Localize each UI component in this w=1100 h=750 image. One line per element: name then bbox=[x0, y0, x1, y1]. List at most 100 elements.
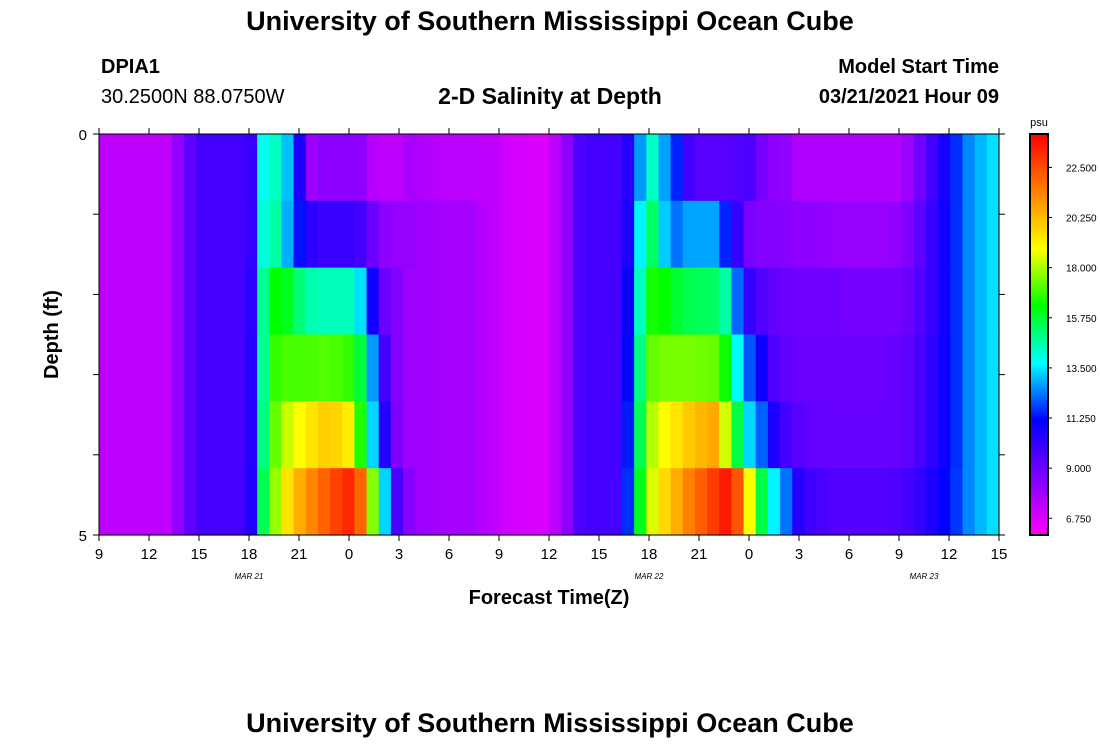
heatmap-cell bbox=[208, 134, 222, 202]
heatmap-cell bbox=[378, 334, 392, 402]
heatmap-cell bbox=[536, 468, 550, 536]
heatmap-cell bbox=[257, 468, 270, 536]
heatmap-cell bbox=[232, 134, 246, 202]
heatmap-cell bbox=[159, 468, 173, 536]
heatmap-cell bbox=[111, 468, 124, 536]
heatmap-cell bbox=[281, 401, 295, 469]
heatmap-cell bbox=[330, 401, 343, 469]
header-title-bottom: University of Southern Mississippi Ocean… bbox=[246, 708, 854, 738]
heatmap-cell bbox=[378, 134, 392, 202]
heatmap-cell bbox=[780, 334, 793, 402]
heatmap-cell bbox=[354, 134, 368, 202]
heatmap-cell bbox=[342, 401, 355, 469]
heatmap-cell bbox=[986, 334, 1000, 402]
heatmap-cell bbox=[780, 401, 793, 469]
heatmap-cell bbox=[196, 401, 210, 469]
heatmap-cell bbox=[293, 401, 307, 469]
heatmap-cell bbox=[865, 468, 878, 536]
heatmap-cell bbox=[488, 334, 501, 402]
heatmap-cell bbox=[974, 200, 988, 269]
heatmap-cell bbox=[427, 401, 441, 469]
colorbar-tick-label: 20.250 bbox=[1066, 214, 1097, 225]
heatmap-cell bbox=[792, 468, 805, 536]
heatmap-cell bbox=[853, 401, 866, 469]
heatmap-cell bbox=[609, 267, 623, 336]
heatmap-cell bbox=[865, 267, 878, 336]
heatmap-cell bbox=[208, 468, 222, 536]
heatmap-cell bbox=[524, 134, 538, 202]
heatmap-cell bbox=[962, 401, 976, 469]
x-tick-label: 18 bbox=[241, 546, 258, 563]
heatmap-cell bbox=[500, 334, 514, 402]
heatmap-cell bbox=[877, 200, 891, 269]
heatmap-cell bbox=[877, 468, 891, 536]
heatmap-cell bbox=[281, 134, 295, 202]
heatmap-cell bbox=[670, 134, 684, 202]
heatmap-cell bbox=[877, 134, 891, 202]
heatmap-cell bbox=[390, 267, 404, 336]
heatmap-cell bbox=[986, 200, 1000, 269]
heatmap-cell bbox=[244, 401, 258, 469]
heatmap-cell bbox=[366, 401, 380, 469]
heatmap-cell bbox=[403, 200, 416, 269]
heatmap-cell bbox=[536, 200, 550, 269]
heatmap-cell bbox=[646, 200, 660, 269]
heatmap-cell bbox=[99, 200, 112, 269]
heatmap-cell bbox=[913, 334, 927, 402]
x-tick-label: 6 bbox=[445, 546, 453, 563]
heatmap-cell bbox=[293, 468, 307, 536]
heatmap-cell bbox=[694, 267, 708, 336]
colorbar-tick-label: 6.750 bbox=[1066, 514, 1091, 525]
heatmap-cell bbox=[415, 401, 428, 469]
heatmap-cell bbox=[889, 468, 903, 536]
date-label: MAR 21 bbox=[235, 572, 264, 581]
heatmap-cell bbox=[512, 334, 526, 402]
heatmap-cell bbox=[962, 267, 976, 336]
heatmap-cell bbox=[111, 200, 124, 269]
heatmap-cell bbox=[913, 134, 927, 202]
heatmap-cell bbox=[488, 468, 501, 536]
x-tick-label: 21 bbox=[691, 546, 708, 563]
heatmap-cell bbox=[926, 334, 939, 402]
heatmap-cell bbox=[451, 200, 465, 269]
heatmap-cell bbox=[950, 468, 964, 536]
heatmap-cell bbox=[913, 401, 927, 469]
heatmap-cell bbox=[755, 267, 769, 336]
heatmap-cell bbox=[220, 134, 234, 202]
x-tick-label: 0 bbox=[745, 546, 753, 563]
heatmap-cell bbox=[938, 401, 951, 469]
heatmap-cell bbox=[549, 468, 562, 536]
heatmap-cell bbox=[366, 134, 380, 202]
heatmap-cell bbox=[865, 200, 878, 269]
heatmap-cell bbox=[658, 267, 672, 336]
heatmap-cell bbox=[439, 200, 453, 269]
heatmap-cell bbox=[269, 334, 283, 402]
heatmap-cell bbox=[670, 334, 684, 402]
heatmap-cell bbox=[767, 468, 781, 536]
heatmap-cell bbox=[463, 334, 477, 402]
heatmap-cell bbox=[804, 200, 818, 269]
x-tick-label: 15 bbox=[991, 546, 1008, 563]
heatmap-cell bbox=[743, 267, 757, 336]
heatmap-cell bbox=[767, 334, 781, 402]
heatmap-cell bbox=[719, 134, 733, 202]
x-tick-label: 9 bbox=[895, 546, 903, 563]
heatmap-cell bbox=[694, 200, 708, 269]
heatmap-cell bbox=[780, 267, 793, 336]
heatmap-cell bbox=[488, 401, 501, 469]
heatmap-cell bbox=[731, 267, 745, 336]
heatmap-cell bbox=[658, 134, 672, 202]
heatmap-cell bbox=[244, 200, 258, 269]
heatmap-cell bbox=[378, 468, 392, 536]
heatmap-cell bbox=[634, 200, 647, 269]
heatmap-cell bbox=[792, 200, 805, 269]
heatmap-cell bbox=[281, 334, 295, 402]
heatmap-cell bbox=[549, 200, 562, 269]
heatmap-cell bbox=[232, 334, 246, 402]
x-tick-label: 3 bbox=[795, 546, 803, 563]
heatmap-cell bbox=[585, 401, 599, 469]
heatmap-cell bbox=[561, 401, 574, 469]
heatmap-cell bbox=[317, 134, 331, 202]
heatmap-cell bbox=[220, 267, 234, 336]
heatmap-cell bbox=[743, 468, 757, 536]
